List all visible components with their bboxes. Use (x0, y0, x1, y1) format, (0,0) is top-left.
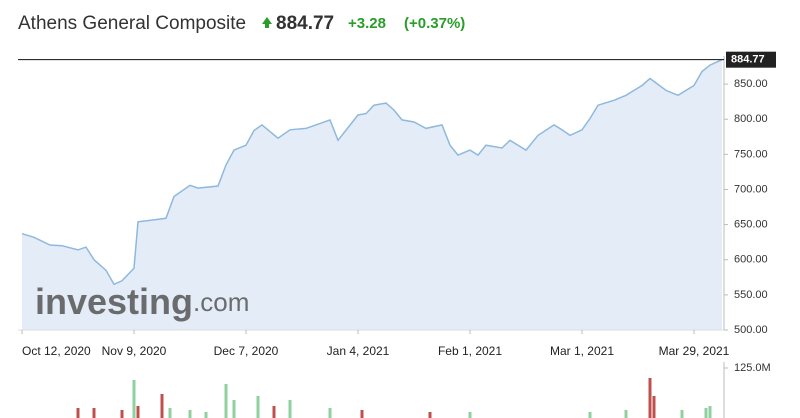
price-line (21, 59, 723, 286)
volume-bar (120, 410, 124, 418)
watermark-brand: investing (35, 281, 193, 322)
volume-bar (160, 394, 164, 418)
volume-bar (704, 408, 708, 418)
x-tick-label: Oct 12, 2020 (22, 344, 91, 358)
volume-bar (76, 408, 80, 418)
volume-bar (428, 412, 432, 418)
volume-bar (168, 408, 172, 418)
volume-bar (652, 396, 656, 418)
y-tick-label: 650.00 (734, 219, 768, 231)
volume-bar (328, 408, 332, 418)
up-arrow (262, 17, 272, 28)
volume-bar (188, 410, 192, 418)
volume-bar (136, 406, 140, 418)
price: 884.77 (276, 13, 334, 34)
volume-bar (360, 410, 364, 418)
volume-bar (132, 380, 136, 418)
volume-bar (232, 400, 236, 418)
volume-bar (468, 412, 472, 418)
x-tick-label: Nov 9, 2020 (102, 344, 167, 358)
last-price-box (726, 51, 776, 68)
watermark-suffix: .com (193, 287, 249, 317)
volume-bar (256, 396, 260, 418)
y-tick-label: 850.00 (734, 78, 768, 90)
volume-bar (588, 412, 592, 418)
y-tick-label: 600.00 (734, 254, 768, 266)
y-tick-label: 800.00 (734, 113, 768, 125)
volume-bar (204, 412, 208, 418)
volume-bar (680, 410, 684, 418)
y-tick-label: 125.0M (734, 362, 771, 374)
last-price-label: 884.77 (731, 54, 765, 66)
volume-bar (708, 406, 712, 418)
x-tick-label: Mar 1, 2021 (550, 344, 614, 358)
chart-title: Athens General Composite (18, 13, 246, 34)
volume-bar (288, 400, 292, 418)
x-tick-label: Dec 7, 2020 (214, 344, 279, 358)
volume-bar (92, 408, 96, 418)
volume-bar (224, 384, 228, 418)
y-tick-label: 700.00 (734, 183, 768, 195)
y-tick-label: 550.00 (734, 289, 768, 301)
change: +3.28 (348, 15, 386, 32)
x-tick-label: Jan 4, 2021 (327, 344, 390, 358)
volume-bar (648, 378, 652, 418)
x-tick-label: Feb 1, 2021 (438, 344, 502, 358)
x-tick-label: Mar 29, 2021 (659, 344, 730, 358)
watermark: investing.com (35, 281, 249, 322)
area-fill (22, 59, 722, 330)
y-tick-label: 750.00 (734, 148, 768, 160)
volume-bar (624, 410, 628, 418)
y-tick-label: 500.00 (734, 324, 768, 336)
change-pct: (+0.37%) (404, 15, 465, 32)
volume-bar (272, 406, 276, 418)
